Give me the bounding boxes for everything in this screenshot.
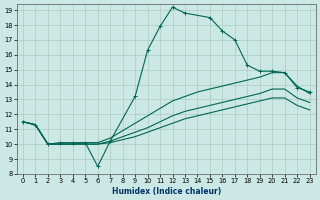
X-axis label: Humidex (Indice chaleur): Humidex (Indice chaleur) — [112, 187, 221, 196]
